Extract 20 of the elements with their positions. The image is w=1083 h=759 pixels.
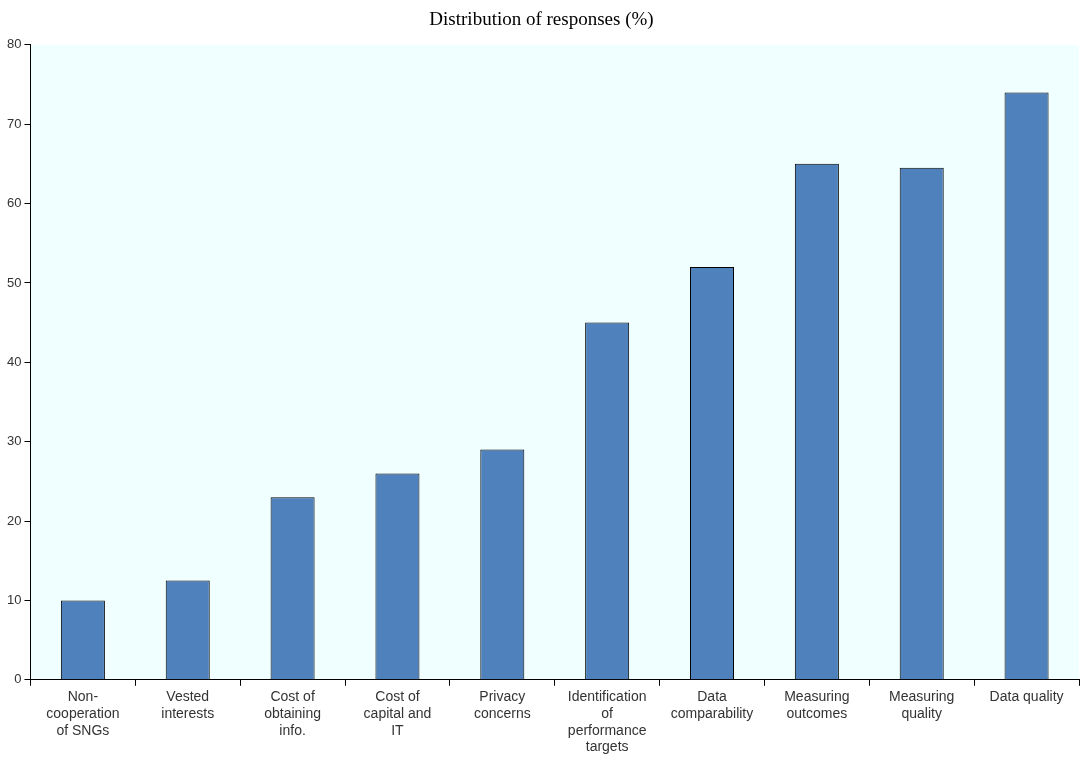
y-tick-label: 60 [6, 195, 22, 211]
y-tick-label: 10 [6, 592, 22, 607]
x-tick-label: Measuring quality [889, 688, 955, 721]
x-tick-label: Cost of obtaining info. [264, 688, 322, 738]
x-tick-label: Privacy concerns [473, 688, 531, 721]
y-tick-label: 80 [6, 36, 22, 52]
x-tick-label: Non-cooperation of SNGs [46, 688, 120, 738]
x-tick-label: Vested interests [161, 688, 215, 721]
x-tick-label: Measuring outcomes [784, 688, 850, 721]
chart-title: Distribution of responses (%) [428, 8, 655, 31]
x-tick-label: Identification of performance targets [567, 688, 647, 755]
y-tick-label: 0 [14, 671, 22, 687]
y-tick-label: 70 [6, 115, 22, 131]
y-tick-label: 20 [6, 512, 22, 528]
x-tick-label: Data quality [989, 688, 1064, 705]
y-tick-label: 40 [6, 353, 22, 369]
x-tick-label: Data comparability [670, 688, 754, 721]
y-tick-label: 30 [6, 433, 22, 449]
x-tick-label: Cost of capital and IT [363, 688, 432, 738]
y-tick-label: 50 [6, 274, 22, 290]
